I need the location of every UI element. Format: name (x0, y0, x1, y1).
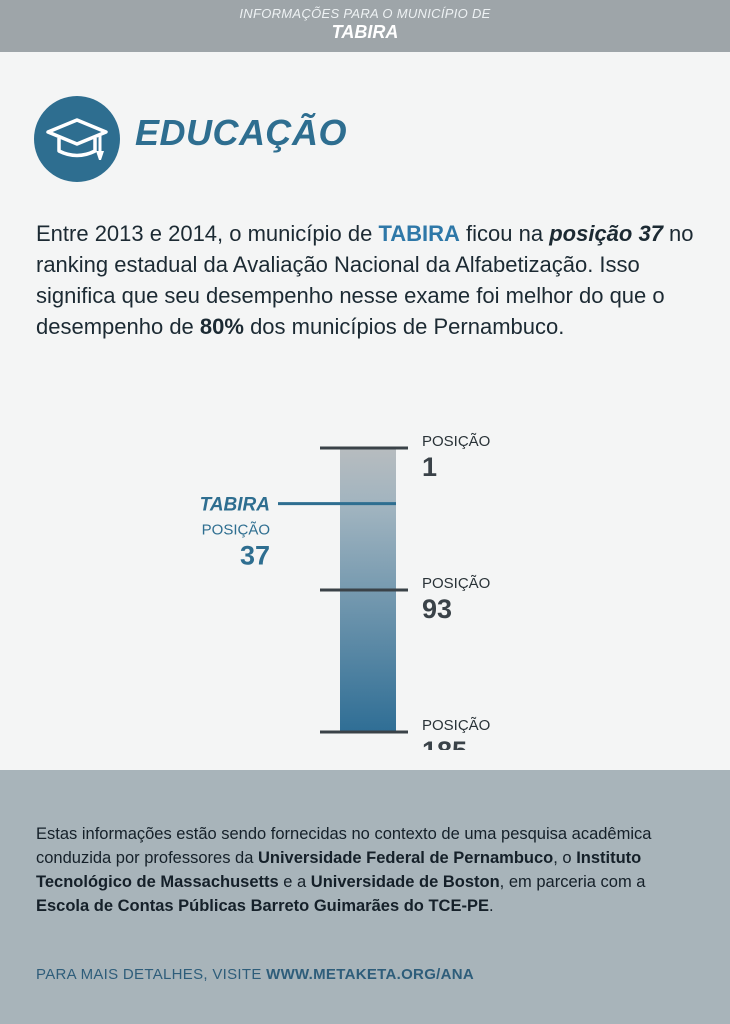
section-title: EDUCAÇÃO (135, 112, 348, 153)
header-kicker: INFORMAÇÕES PARA O MUNICÍPIO DE (239, 6, 491, 21)
marker-label-1: POSIÇÃO (422, 433, 490, 450)
intro-position: posição 37 (549, 221, 663, 246)
header-banner: INFORMAÇÕES PARA O MUNICÍPIO DE TABIRA (0, 0, 730, 52)
footer-more: PARA MAIS DETALHES, VISITE WWW.METAKETA.… (36, 966, 474, 983)
header-municipality: TABIRA (331, 22, 399, 42)
footer-text-5: . (488, 897, 494, 915)
footer-text-2: , o (553, 849, 577, 867)
intro-municipality: TABIRA (378, 221, 460, 246)
footer-text-1: Estas informações estão sendo fornecidas… (36, 825, 652, 867)
intro-text-4: dos municípios de Pernambuco. (243, 314, 565, 339)
marker-value-93: 93 (422, 594, 452, 624)
highlight-label: POSIÇÃO (202, 522, 270, 539)
intro-percent: 80% (199, 314, 244, 339)
highlight-name: TABIRA (200, 495, 270, 516)
footer-tce: Escola de Contas Públicas Barreto Guimar… (36, 897, 489, 915)
marker-value-1: 1 (422, 452, 437, 482)
intro-paragraph: Entre 2013 e 2014, o município de TABIRA… (36, 218, 706, 342)
marker-label-93: POSIÇÃO (422, 575, 490, 592)
intro-text-1: Entre 2013 e 2014, o município de (36, 221, 379, 246)
footer-text-4: , em parceria com a (499, 873, 646, 891)
footer-more-label: PARA MAIS DETALHES, VISITE (36, 966, 267, 983)
highlight-value: 37 (240, 541, 270, 571)
footer-bu: Universidade de Boston (310, 873, 500, 891)
footer-panel: Estas informações estão sendo fornecidas… (0, 770, 730, 1024)
footer-ufpe: Universidade Federal de Pernambuco (257, 849, 554, 867)
ranking-chart: POSIÇÃO 1 POSIÇÃO 93 POSIÇÃO 185 TABIRA POSIÇÃO… (200, 433, 491, 750)
footer-text-3: e a (278, 873, 311, 891)
footer-link[interactable]: WWW.METAKETA.ORG/ANA (266, 966, 475, 983)
intro-text-3: no ranking estadual da Avaliação Naciona… (36, 221, 694, 339)
graduation-cap-icon (34, 96, 120, 182)
marker-label-185: POSIÇÃO (422, 717, 490, 734)
footer-text: Estas informações estão sendo fornecidas… (36, 822, 701, 918)
footer-mit: Instituto Tecnológico de Massachusetts (36, 849, 642, 891)
intro-text-2: ficou na (459, 221, 550, 246)
marker-value-185: 185 (422, 736, 467, 750)
